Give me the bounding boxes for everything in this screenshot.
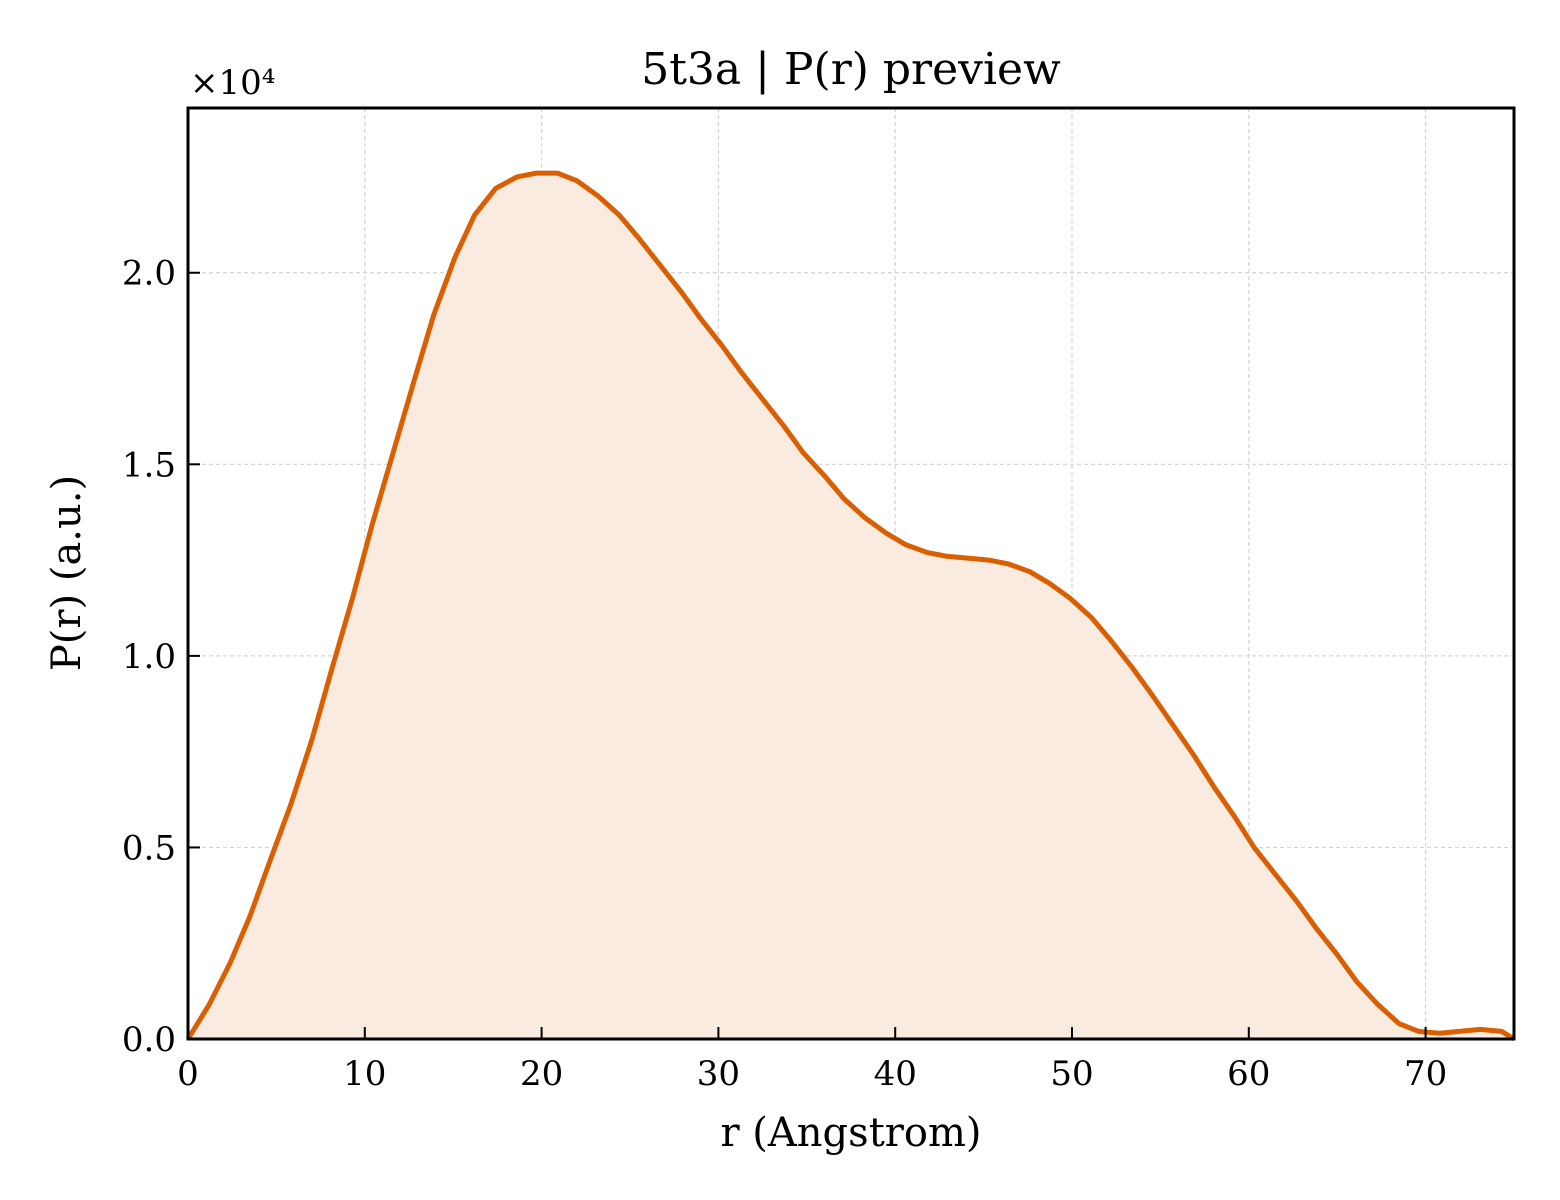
x-tick-label: 20	[520, 1054, 563, 1094]
y-tick-label: 0.0	[122, 1020, 176, 1060]
y-tick-label: 1.5	[122, 445, 176, 485]
series-line	[185, 170, 1516, 1042]
x-tick-label: 50	[1050, 1054, 1093, 1094]
x-tick-label: 40	[874, 1054, 917, 1094]
plot-frame	[186, 106, 1516, 1041]
x-tick-label: 70	[1404, 1054, 1447, 1094]
axis-ticks: 0 10 20 30 40 50 60 70 0.0 0.5 1.0 1.5 2.0	[122, 254, 1447, 1094]
y-axis-label: P(r) (a.u.)	[44, 475, 90, 671]
x-tick-label: 30	[697, 1054, 740, 1094]
area-fill	[188, 173, 1514, 1039]
chart-title: 5t3a | P(r) preview	[641, 44, 1061, 95]
y-tick-label: 2.0	[122, 254, 176, 294]
y-axis-multiplier: ×10⁴	[190, 63, 275, 103]
x-tick-label: 10	[343, 1054, 386, 1094]
x-tick-label: 0	[177, 1054, 199, 1094]
y-tick-label: 0.5	[122, 828, 176, 868]
x-axis-label: r (Angstrom)	[720, 1110, 981, 1156]
x-tick-label: 60	[1227, 1054, 1270, 1094]
y-tick-label: 1.0	[122, 637, 176, 677]
